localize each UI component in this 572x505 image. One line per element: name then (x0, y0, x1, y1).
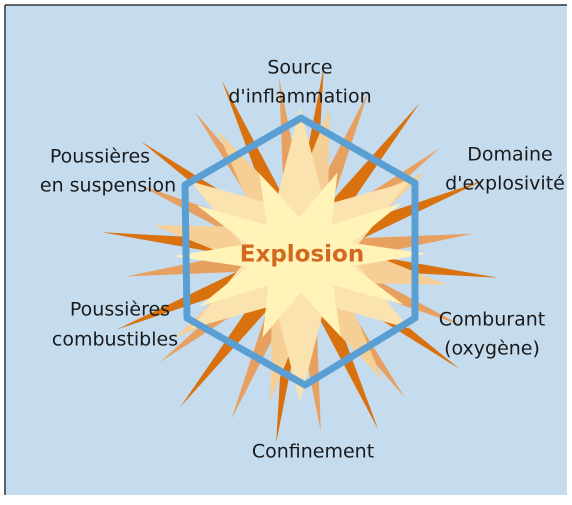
node-label: (oxygène) (444, 338, 540, 360)
starburst (101, 66, 499, 444)
node-label: combustibles (52, 329, 178, 351)
node-label: d'inflammation (228, 86, 371, 108)
node-label: Confinement (252, 441, 374, 463)
hexagon (181, 114, 419, 389)
node-label: en suspension (40, 175, 176, 197)
node-label: Domaine (467, 144, 552, 166)
center-label: Explosion (240, 242, 364, 268)
node-label: Poussières (70, 299, 170, 321)
node-label: d'explosivité (445, 173, 565, 195)
node-label: Comburant (439, 309, 545, 331)
burst-layer (173, 172, 427, 338)
node-label: Source (267, 57, 332, 79)
node-label: Poussières (50, 146, 150, 168)
